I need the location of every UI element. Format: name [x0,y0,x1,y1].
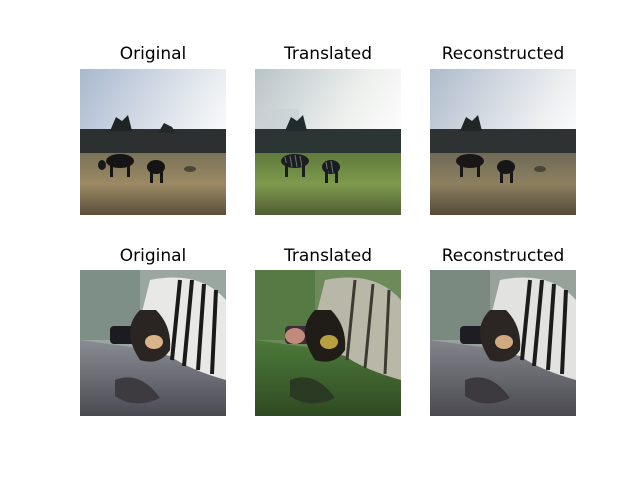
panel-title-reconstructed: Reconstructed [441,44,565,64]
panel-title-original: Original [119,246,187,266]
panel-title-reconstructed: Reconstructed [441,246,565,266]
panel-title-translated: Translated [284,44,372,64]
image-original-zebra [80,270,226,416]
image-translated-horses [255,69,401,215]
image-reconstructed-zebra [430,270,576,416]
image-reconstructed-horses [430,69,576,215]
image-translated-zebra [255,270,401,416]
panel-title-translated: Translated [284,246,372,266]
image-original-horses [80,69,226,215]
panel-title-original: Original [119,44,187,64]
